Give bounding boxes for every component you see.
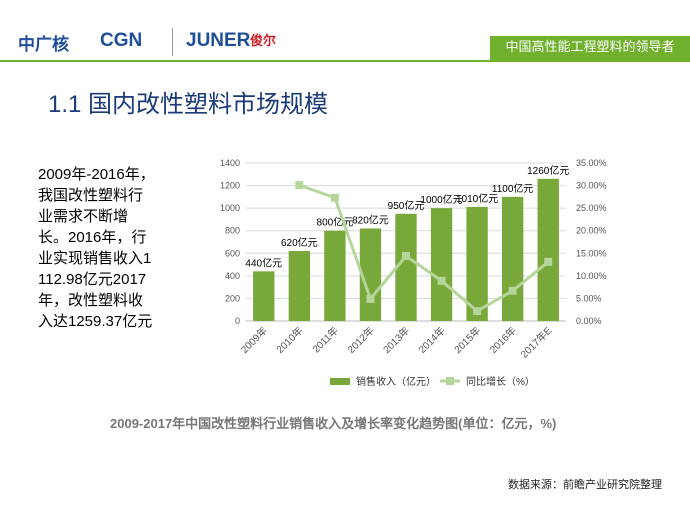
bar — [359, 228, 382, 321]
growth-marker — [437, 276, 446, 285]
legend-label: 同比增长（%） — [466, 375, 535, 388]
header-rule — [0, 60, 690, 62]
growth-marker — [366, 294, 375, 303]
x-tick-label: 2015年 — [451, 324, 483, 356]
y2-tick-label: 5.00% — [576, 293, 602, 303]
banner: 中国高性能工程塑料的领导者 — [490, 36, 690, 60]
x-tick-label: 2014年 — [416, 324, 448, 356]
value-label: 800亿元 — [317, 216, 354, 229]
x-tick-label: 2010年 — [273, 324, 305, 356]
source-note: 数据来源：前瞻产业研究院整理 — [508, 479, 662, 491]
value-label: 1260亿元 — [527, 164, 569, 177]
y-tick-label: 800 — [225, 226, 240, 236]
x-tick-label: 2013年 — [380, 324, 412, 356]
growth-marker — [508, 286, 517, 295]
bar — [466, 207, 488, 321]
value-label: 1000亿元 — [420, 193, 462, 206]
value-label: 820亿元 — [352, 213, 389, 226]
bar — [537, 178, 559, 321]
legend-label: 销售收入（亿元） — [356, 375, 436, 388]
bar — [430, 208, 453, 321]
body-text: 2009年-2016年，我国改性塑料行业需求不断增长。2016年，行业实现销售收… — [38, 166, 155, 330]
y2-tick-label: 25.00% — [576, 203, 607, 213]
logo-juner-cn: 俊尔 — [250, 33, 277, 48]
x-tick-label: 2012年 — [345, 324, 377, 356]
y-tick-label: 600 — [225, 248, 240, 258]
bar — [288, 251, 310, 321]
growth-marker — [473, 307, 482, 316]
growth-marker — [295, 181, 304, 190]
value-label: 620亿元 — [281, 236, 318, 249]
y2-tick-label: 35.00% — [576, 158, 607, 168]
logo-cgn: CGN — [100, 30, 143, 51]
y-tick-label: 200 — [225, 293, 240, 303]
value-label: 950亿元 — [388, 199, 425, 212]
x-tick-label: 2017年E — [518, 324, 555, 361]
growth-marker — [402, 251, 410, 260]
y2-tick-label: 0.00% — [576, 316, 602, 326]
y2-tick-label: 10.00% — [576, 271, 607, 281]
y2-tick-label: 15.00% — [576, 248, 607, 258]
value-label: 1100亿元 — [492, 182, 534, 195]
y-tick-label: 0 — [235, 316, 240, 326]
divider — [172, 28, 173, 56]
value-label: 440亿元 — [245, 256, 282, 269]
x-tick-label: 2016年 — [487, 324, 519, 356]
chart-caption: 2009-2017年中国改性塑料行业销售收入及增长率变化趋势图(单位：亿元，%) — [110, 416, 557, 431]
y-tick-label: 1000 — [220, 203, 240, 213]
legend-marker — [446, 377, 454, 385]
growth-line — [298, 183, 550, 313]
legend-swatch — [330, 378, 350, 385]
growth-marker — [544, 257, 553, 266]
logo-cgn-cn: 中广核 — [18, 35, 69, 54]
value-label: 1010亿元 — [456, 192, 498, 205]
y-tick-label: 1200 — [220, 181, 240, 191]
x-tick-label: 2011年 — [310, 324, 341, 355]
bar — [324, 230, 346, 321]
growth-marker — [330, 193, 339, 202]
slide-title: 1.1 国内改性塑料市场规模 — [48, 91, 329, 118]
y2-tick-label: 20.00% — [576, 226, 607, 236]
y-tick-label: 1400 — [220, 158, 240, 168]
bar — [253, 271, 275, 321]
y2-tick-label: 30.00% — [576, 181, 607, 191]
bar — [502, 196, 524, 321]
logo-juner: JUNER — [186, 30, 251, 51]
bar — [395, 213, 417, 321]
y-tick-label: 400 — [225, 271, 240, 281]
x-tick-label: 2009年 — [238, 324, 270, 356]
